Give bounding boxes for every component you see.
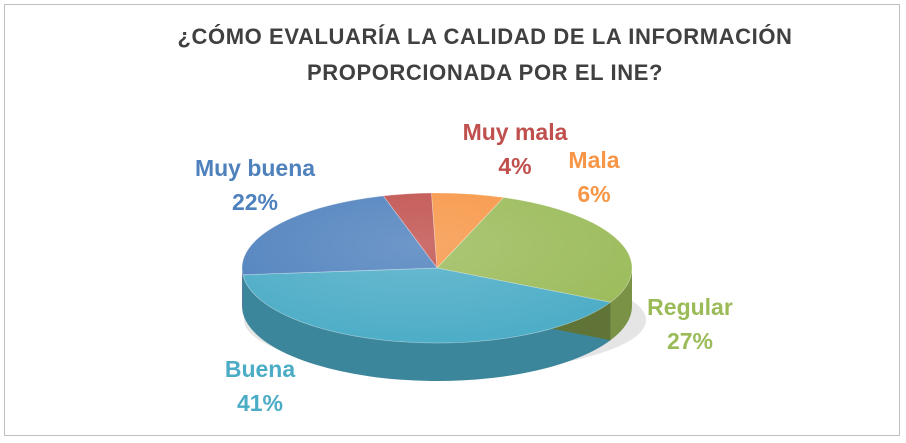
label-category-buena: Buena [225, 356, 296, 382]
label-value-buena: 41% [237, 390, 283, 416]
label-value-regular: 27% [667, 328, 713, 354]
label-category-muy-mala: Muy mala [463, 119, 568, 145]
label-value-mala: 6% [577, 181, 610, 207]
pie-side-buena [242, 274, 611, 382]
label-category-mala: Mala [568, 147, 619, 173]
pie-side-regular [610, 268, 632, 341]
label-category-muy-buena: Muy buena [195, 155, 315, 181]
label-value-muy-buena: 22% [232, 189, 278, 215]
label-value-muy-mala: 4% [498, 153, 531, 179]
pie-sheen [242, 193, 632, 343]
label-category-regular: Regular [647, 294, 733, 320]
chart-title: ¿CÓMO EVALUARÍA LA CALIDAD DE LA INFORMA… [177, 24, 793, 85]
pie-side-muy-buena [242, 268, 243, 313]
